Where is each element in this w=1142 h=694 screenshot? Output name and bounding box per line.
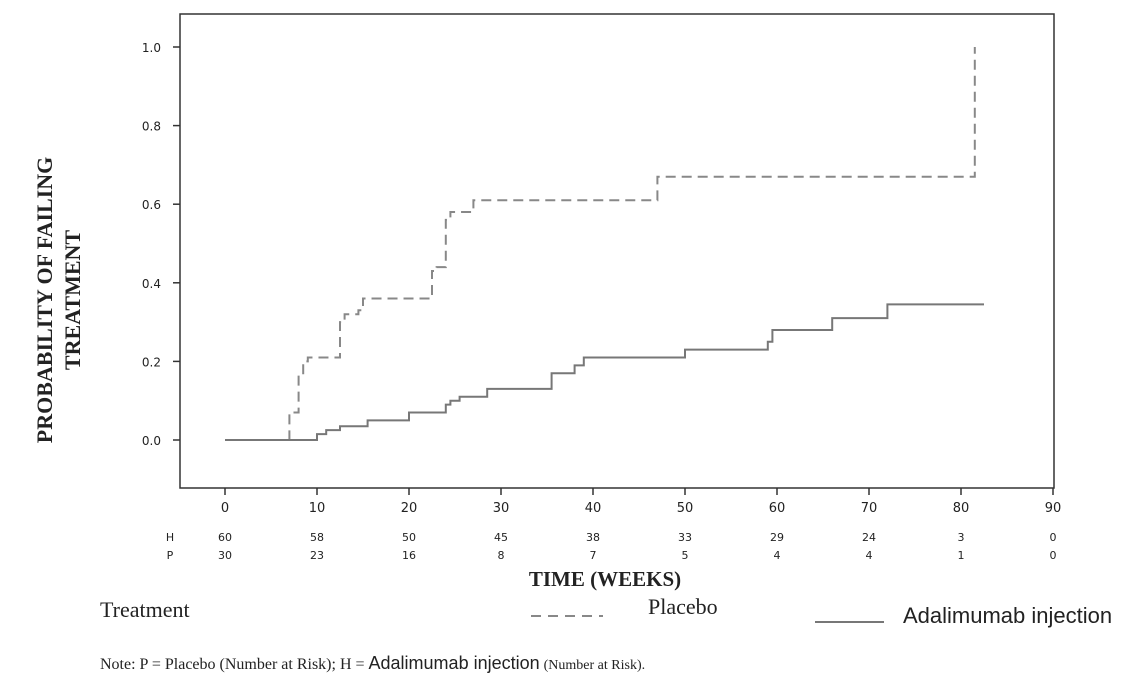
risk-value: 5 [682, 549, 689, 562]
y-axis-ticks: 0.0 0.2 0.4 0.6 0.8 1.0 [142, 41, 180, 448]
x-axis-label: TIME (WEEKS) [529, 567, 681, 591]
y-axis-label-line-2: TREATMENT [60, 230, 85, 370]
footnote-part-3: (Number at Risk). [544, 658, 645, 673]
risk-value: 33 [678, 531, 692, 544]
plot-frame [179, 13, 1055, 489]
risk-value: 0 [1050, 549, 1057, 562]
footnote-part-1: Note: P = Placebo (Number at Risk); H = [100, 656, 369, 673]
risk-table: H 60 58 50 45 38 33 29 24 3 0P 30 23 16 8 7 5 4 4 1 0 [166, 531, 1057, 562]
x-tick-label: 80 [953, 501, 970, 516]
legend-title: Treatment [100, 597, 190, 622]
risk-value: 0 [1050, 531, 1057, 544]
y-tick-label: 1.0 [142, 41, 161, 55]
footnote: Note: P = Placebo (Number at Risk); H = … [100, 653, 645, 673]
risk-row-label: P [167, 549, 174, 562]
y-tick-label: 0.2 [142, 355, 161, 369]
risk-value: 58 [310, 531, 324, 544]
legend-adalimumab-label: Adalimumab injection [903, 603, 1112, 628]
risk-value: 45 [494, 531, 508, 544]
risk-value: 24 [862, 531, 876, 544]
risk-value: 8 [498, 549, 505, 562]
risk-value: 23 [310, 549, 324, 562]
series-lines [225, 47, 984, 441]
series-adalimumab-line [225, 303, 984, 441]
risk-value: 29 [770, 531, 784, 544]
y-tick-label: 0.0 [142, 434, 161, 448]
x-tick-label: 30 [493, 501, 510, 516]
risk-value: 1 [958, 549, 965, 562]
x-tick-label: 70 [861, 501, 878, 516]
x-tick-label: 20 [401, 501, 418, 516]
y-tick-label: 0.8 [142, 120, 161, 134]
risk-value: 30 [218, 549, 232, 562]
y-axis-label-line-1: PROBABILITY OF FAILING [32, 157, 57, 443]
risk-value: 4 [774, 549, 781, 562]
risk-value: 50 [402, 531, 416, 544]
risk-value: 4 [866, 549, 873, 562]
series-placebo-line [225, 47, 976, 441]
risk-value: 3 [958, 531, 965, 544]
risk-value: 16 [402, 549, 416, 562]
x-axis-ticks: 0 10 20 30 40 50 60 70 80 90 [221, 488, 1061, 516]
x-tick-label: 0 [221, 501, 229, 516]
x-tick-label: 60 [769, 501, 786, 516]
y-tick-label: 0.4 [142, 277, 161, 291]
x-tick-label: 40 [585, 501, 602, 516]
y-tick-label: 0.6 [142, 198, 161, 212]
risk-value: 38 [586, 531, 600, 544]
x-tick-label: 50 [677, 501, 694, 516]
x-tick-label: 90 [1045, 501, 1062, 516]
footnote-part-2: Adalimumab injection [369, 653, 540, 673]
risk-value: 60 [218, 531, 232, 544]
risk-row-label: H [166, 531, 174, 544]
risk-value: 7 [590, 549, 597, 562]
legend-placebo-label: Placebo [648, 594, 718, 619]
x-tick-label: 10 [309, 501, 326, 516]
